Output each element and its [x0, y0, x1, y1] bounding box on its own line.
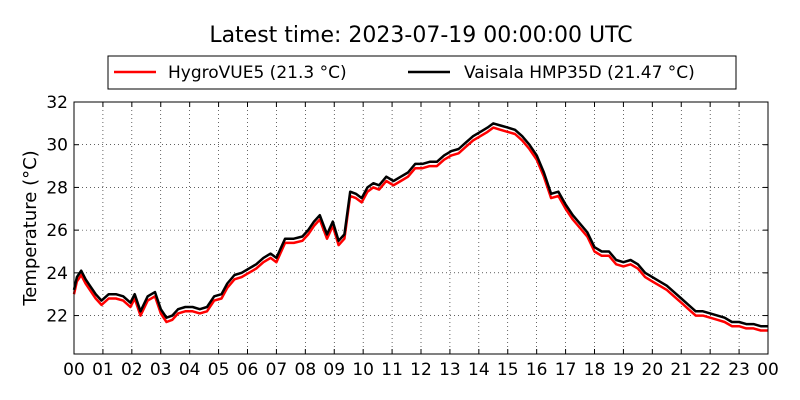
x-tick-label: 10	[352, 360, 374, 380]
y-tick-label: 32	[46, 93, 68, 113]
y-tick-label: 30	[46, 136, 68, 156]
x-tick-label: 01	[92, 360, 114, 380]
x-tick-label: 11	[381, 360, 403, 380]
x-tick-label: 08	[295, 360, 317, 380]
x-tick-label: 17	[555, 360, 577, 380]
x-tick-label: 03	[150, 360, 172, 380]
x-tick-label: 06	[237, 360, 259, 380]
x-tick-label: 18	[584, 360, 606, 380]
series-line-1	[72, 126, 768, 332]
y-tick-label: 22	[46, 307, 68, 327]
x-tick-label: 15	[497, 360, 519, 380]
chart-title: Latest time: 2023-07-19 00:00:00 UTC	[209, 23, 632, 48]
x-tick-label: 21	[670, 360, 692, 380]
legend-label-2: Vaisala HMP35D (21.47 °C)	[464, 63, 695, 83]
x-tick-label: 00	[63, 360, 85, 380]
x-tick-label: 00	[757, 360, 779, 380]
legend-label-1: HygroVUE5 (21.3 °C)	[168, 63, 347, 83]
x-tick-label: 14	[468, 360, 490, 380]
x-tick-label: 12	[410, 360, 432, 380]
x-tick-label: 09	[323, 360, 345, 380]
ticks: 00 01 02 03 04 05 06 07 08 09 10 11 12 13 14 15 16 17 18 19…	[46, 93, 778, 380]
x-tick-label: 16	[526, 360, 548, 380]
x-tick-label: 19	[613, 360, 635, 380]
y-tick-label: 24	[46, 264, 68, 284]
legend: HygroVUE5 (21.3 °C) Vaisala HMP35D (21.47…	[107, 55, 737, 90]
x-tick-label: 02	[121, 360, 143, 380]
plot-frame	[73, 101, 769, 355]
x-tick-label: 13	[439, 360, 461, 380]
y-axis-label: Temperature (°C)	[20, 150, 41, 306]
y-tick-label: 26	[46, 221, 68, 241]
series-lines	[72, 122, 768, 332]
grid	[74, 102, 768, 354]
y-tick-label: 28	[46, 178, 68, 198]
x-tick-label: 22	[699, 360, 721, 380]
series-line-2	[72, 122, 768, 328]
x-tick-label: 04	[179, 360, 201, 380]
x-tick-label: 05	[208, 360, 230, 380]
x-tick-label: 07	[266, 360, 288, 380]
x-tick-label: 20	[642, 360, 664, 380]
x-tick-label: 23	[728, 360, 750, 380]
